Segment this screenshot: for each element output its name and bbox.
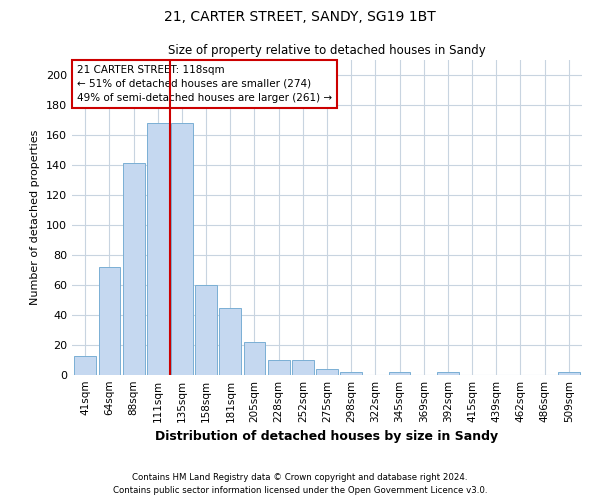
Text: 21, CARTER STREET, SANDY, SG19 1BT: 21, CARTER STREET, SANDY, SG19 1BT [164,10,436,24]
Bar [147,123,169,375]
Bar [558,372,580,375]
Bar [292,360,314,375]
Y-axis label: Number of detached properties: Number of detached properties [31,130,40,305]
Bar [389,372,410,375]
X-axis label: Distribution of detached houses by size in Sandy: Distribution of detached houses by size … [155,430,499,444]
Text: Contains HM Land Registry data © Crown copyright and database right 2024.
Contai: Contains HM Land Registry data © Crown c… [113,474,487,495]
Bar [340,372,362,375]
Bar [195,285,217,375]
Title: Size of property relative to detached houses in Sandy: Size of property relative to detached ho… [168,44,486,58]
Text: 21 CARTER STREET: 118sqm
← 51% of detached houses are smaller (274)
49% of semi-: 21 CARTER STREET: 118sqm ← 51% of detach… [77,64,332,102]
Bar [171,123,193,375]
Bar [244,342,265,375]
Bar [74,356,96,375]
Bar [123,164,145,375]
Bar [98,267,121,375]
Bar [316,369,338,375]
Bar [220,308,241,375]
Bar [268,360,290,375]
Bar [437,372,459,375]
